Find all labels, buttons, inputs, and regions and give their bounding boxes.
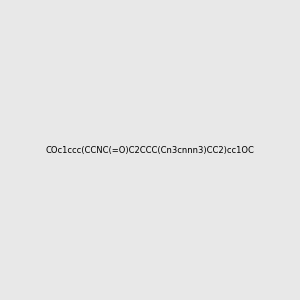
Text: COc1ccc(CCNC(=O)C2CCC(Cn3cnnn3)CC2)cc1OC: COc1ccc(CCNC(=O)C2CCC(Cn3cnnn3)CC2)cc1OC xyxy=(46,146,254,154)
